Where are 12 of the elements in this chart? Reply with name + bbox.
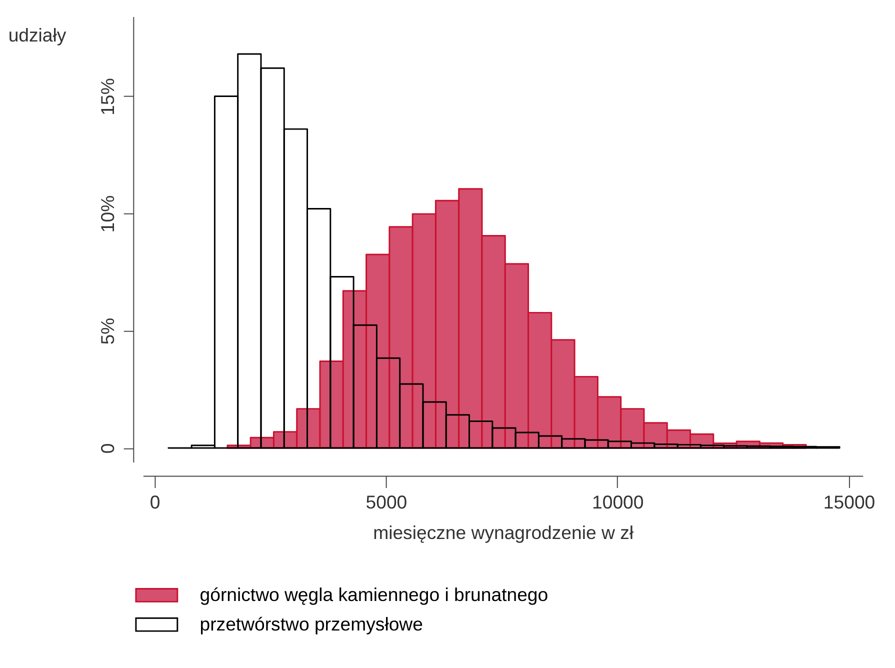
y-tick-label: 5%: [97, 318, 118, 345]
y-tick-label: 10%: [97, 195, 118, 233]
x-tick-label: 15000: [823, 492, 876, 513]
y-axis-title: udziały: [8, 24, 67, 46]
y-tick-label: 0: [97, 443, 118, 454]
x-tick-label: 0: [150, 492, 160, 513]
legend-label: przetwórstwo przemysłowe: [200, 613, 423, 634]
x-tick-label: 5000: [366, 492, 408, 513]
x-tick-label: 10000: [592, 492, 644, 513]
legend-label: górnictwo węgla kamiennego i brunatnego: [200, 584, 548, 606]
x-axis-title: miesięczne wynagrodzenie w zł: [373, 522, 634, 543]
y-tick-label: 15%: [97, 78, 118, 116]
